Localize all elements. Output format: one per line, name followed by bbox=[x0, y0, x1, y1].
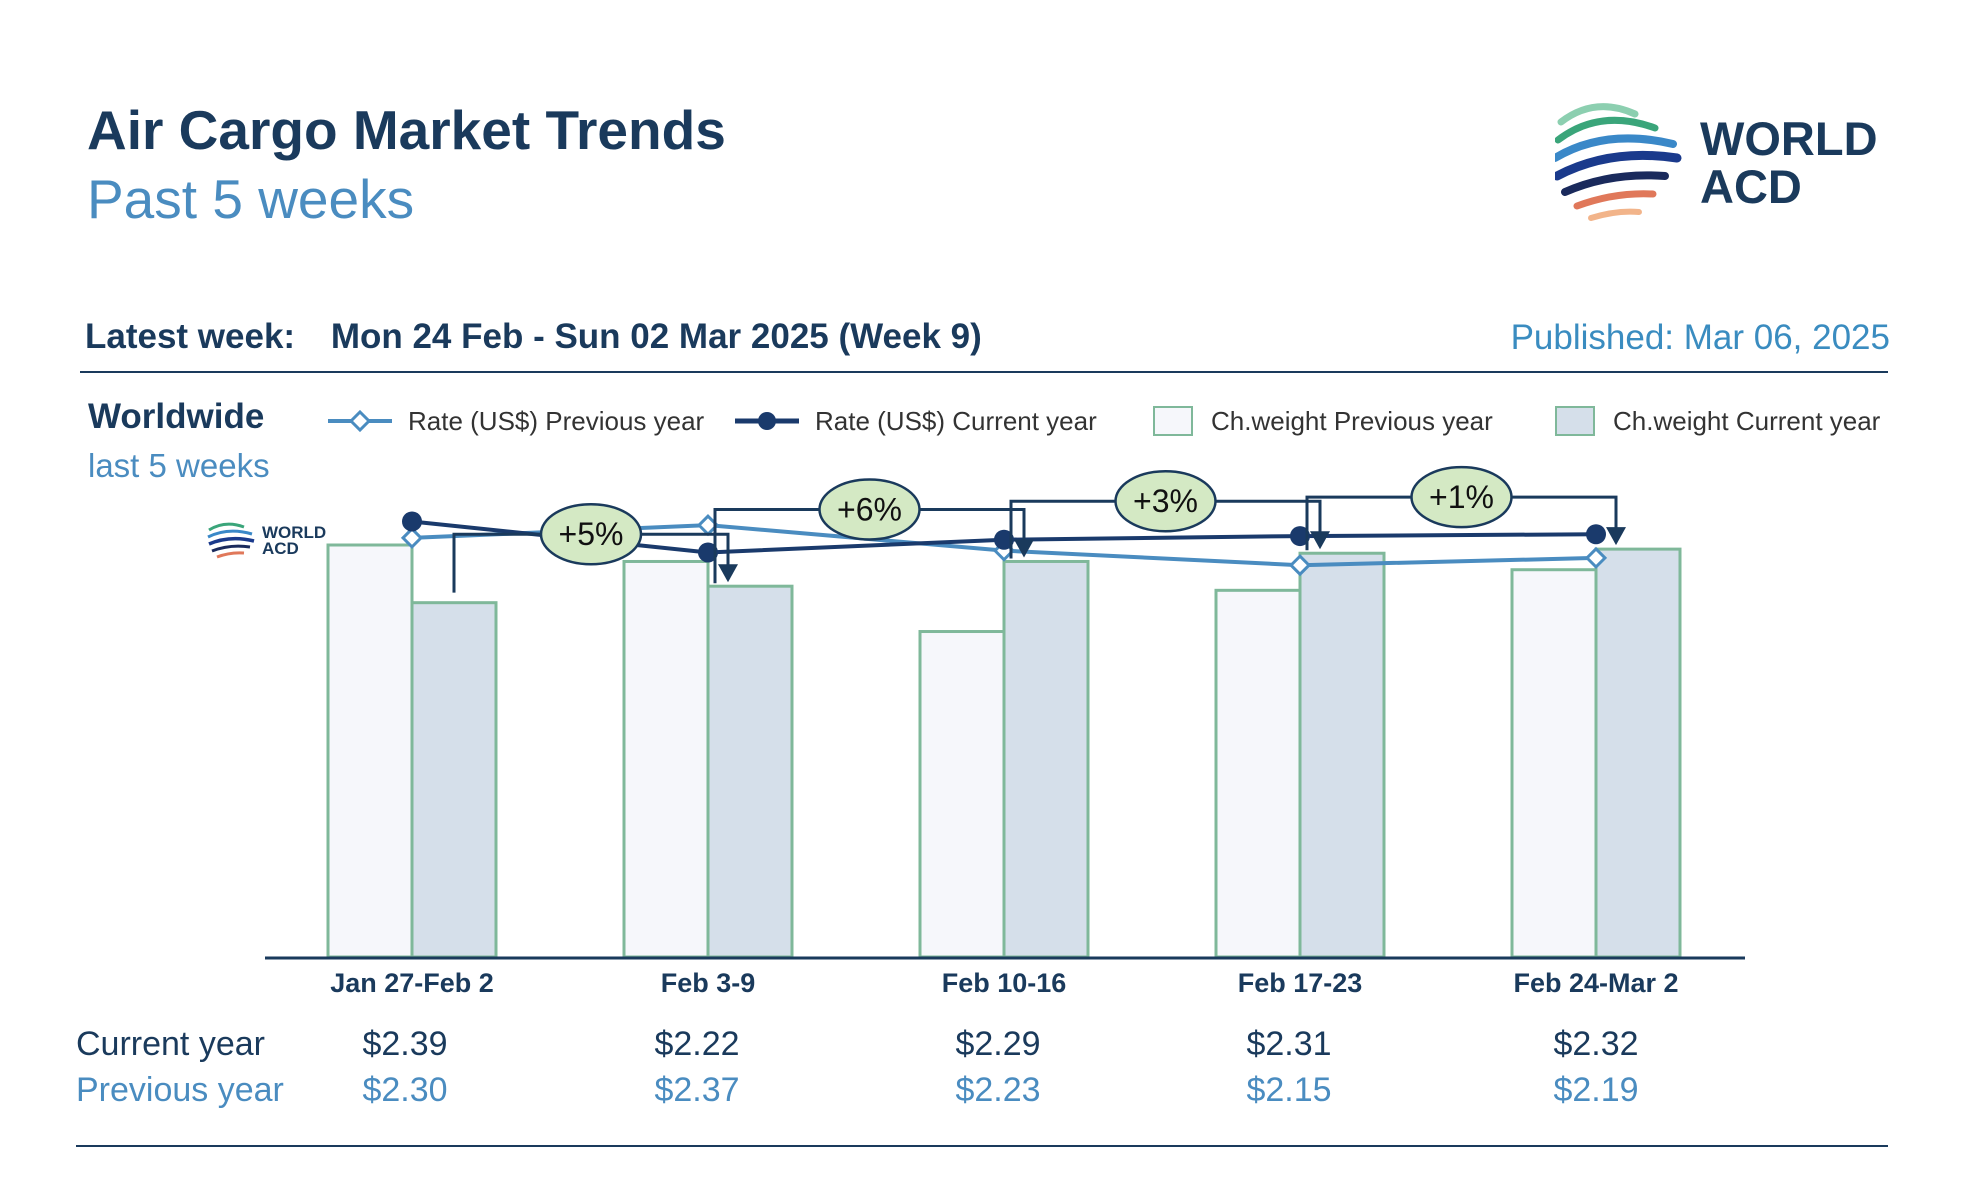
rate-previous-value: $2.30 bbox=[362, 1071, 448, 1109]
point-rate-previous bbox=[1584, 546, 1608, 570]
bar-weight-previous bbox=[1510, 568, 1598, 959]
change-arrow-icon bbox=[1014, 539, 1034, 558]
legend-rate-previous: Rate (US$) Previous year bbox=[326, 403, 704, 439]
latest-week-value: Mon 24 Feb - Sun 02 Mar 2025 (Week 9) bbox=[330, 317, 982, 356]
rate-current-value: $2.39 bbox=[362, 1025, 448, 1063]
legend-weight-current: Ch.weight Current year bbox=[1555, 403, 1880, 439]
rate-current-value: $2.29 bbox=[955, 1025, 1041, 1063]
legend-rate-current-label: Rate (US$) Current year bbox=[815, 405, 1097, 436]
bar-weight-current bbox=[1002, 559, 1090, 959]
region-period: last 5 weeks bbox=[88, 447, 270, 484]
legend-line-dot-icon bbox=[735, 412, 799, 430]
change-badge bbox=[818, 478, 921, 541]
legend-weight-previous: Ch.weight Previous year bbox=[1153, 403, 1493, 439]
footer-divider bbox=[76, 1145, 1888, 1147]
x-tick-label: Feb 3-9 bbox=[660, 968, 756, 998]
chart-logo-line1: WORLD bbox=[262, 523, 326, 542]
change-badges: +5% +6% +3% +1% bbox=[452, 465, 1626, 593]
chart-logo-line2: ACD bbox=[262, 539, 299, 558]
current-year-label: Current year bbox=[76, 1025, 265, 1063]
change-arrow-icon bbox=[1606, 527, 1626, 546]
header-divider bbox=[80, 371, 1888, 373]
rate-current-value: $2.22 bbox=[654, 1025, 740, 1063]
change-badge-label: +5% bbox=[559, 516, 624, 552]
logo-line-world: WORLD bbox=[1700, 112, 1878, 165]
bar-weight-current bbox=[410, 601, 498, 959]
point-rate-current bbox=[1586, 524, 1606, 545]
point-rate-current bbox=[402, 511, 422, 532]
change-badge bbox=[1410, 465, 1513, 529]
logo-wordmark: WORLD ACD bbox=[1700, 115, 1878, 211]
point-rate-previous bbox=[400, 526, 424, 550]
chart: WORLD ACD +5% +6% +3% +1% bbox=[207, 465, 1745, 960]
latest-week: Latest week: Mon 24 Feb - Sun 02 Mar 202… bbox=[85, 317, 982, 357]
latest-week-label: Latest week: bbox=[85, 317, 296, 356]
rate-previous-value: $2.15 bbox=[1246, 1071, 1332, 1109]
point-rate-current bbox=[994, 529, 1014, 550]
point-rate-current bbox=[698, 542, 718, 563]
legend-rate-previous-label: Rate (US$) Previous year bbox=[408, 405, 705, 436]
bar-weight-current bbox=[1298, 551, 1386, 959]
legend-weight-previous-label: Ch.weight Previous year bbox=[1211, 405, 1493, 436]
page-subtitle: Past 5 weeks bbox=[87, 168, 415, 230]
region-name: Worldwide bbox=[88, 397, 265, 436]
change-badge bbox=[1114, 469, 1217, 533]
legend-swatch-previous bbox=[1153, 406, 1193, 436]
bar-weight-current bbox=[706, 584, 794, 959]
published-date: Published: Mar 06, 2025 bbox=[1510, 318, 1890, 357]
rate-current-value: $2.32 bbox=[1553, 1025, 1639, 1063]
x-tick-label: Feb 10-16 bbox=[941, 968, 1067, 998]
change-badge-label: +6% bbox=[837, 491, 902, 527]
point-rate-previous bbox=[1288, 554, 1312, 577]
rate-previous-value: $2.19 bbox=[1553, 1071, 1639, 1109]
change-arrow-icon bbox=[1310, 531, 1330, 550]
bar-weight-previous bbox=[326, 543, 414, 959]
point-rate-current bbox=[1290, 526, 1310, 547]
legend-weight-current-label: Ch.weight Current year bbox=[1613, 405, 1881, 436]
previous-year-label: Previous year bbox=[76, 1071, 284, 1109]
x-tick-label: Feb 17-23 bbox=[1237, 968, 1363, 998]
bar-weight-previous bbox=[918, 630, 1006, 959]
world-acd-logo bbox=[1555, 103, 1682, 221]
x-tick-label: Jan 27-Feb 2 bbox=[330, 968, 494, 998]
bar-weight-previous bbox=[622, 559, 710, 959]
change-badge bbox=[539, 502, 643, 566]
change-arrow-icon bbox=[718, 564, 738, 583]
x-tick-label: Feb 24-Mar 2 bbox=[1513, 968, 1679, 998]
change-badge-label: +1% bbox=[1429, 479, 1494, 515]
rate-previous-value: $2.23 bbox=[955, 1071, 1041, 1109]
page-title: Air Cargo Market Trends bbox=[87, 99, 726, 161]
rate-previous-value: $2.37 bbox=[654, 1071, 740, 1109]
bar-weight-current bbox=[1594, 547, 1682, 959]
bar-weight-previous bbox=[1214, 588, 1302, 959]
legend-rate-current: Rate (US$) Current year bbox=[733, 403, 1097, 439]
logo-line-acd: ACD bbox=[1700, 160, 1802, 213]
legend-swatch-current bbox=[1555, 406, 1595, 436]
legend-line-diamond-icon bbox=[328, 409, 392, 433]
bar-group bbox=[326, 543, 1682, 959]
change-badge-label: +3% bbox=[1133, 483, 1198, 519]
chart-logo: WORLD ACD bbox=[207, 522, 326, 559]
rate-current-value: $2.31 bbox=[1246, 1025, 1332, 1063]
